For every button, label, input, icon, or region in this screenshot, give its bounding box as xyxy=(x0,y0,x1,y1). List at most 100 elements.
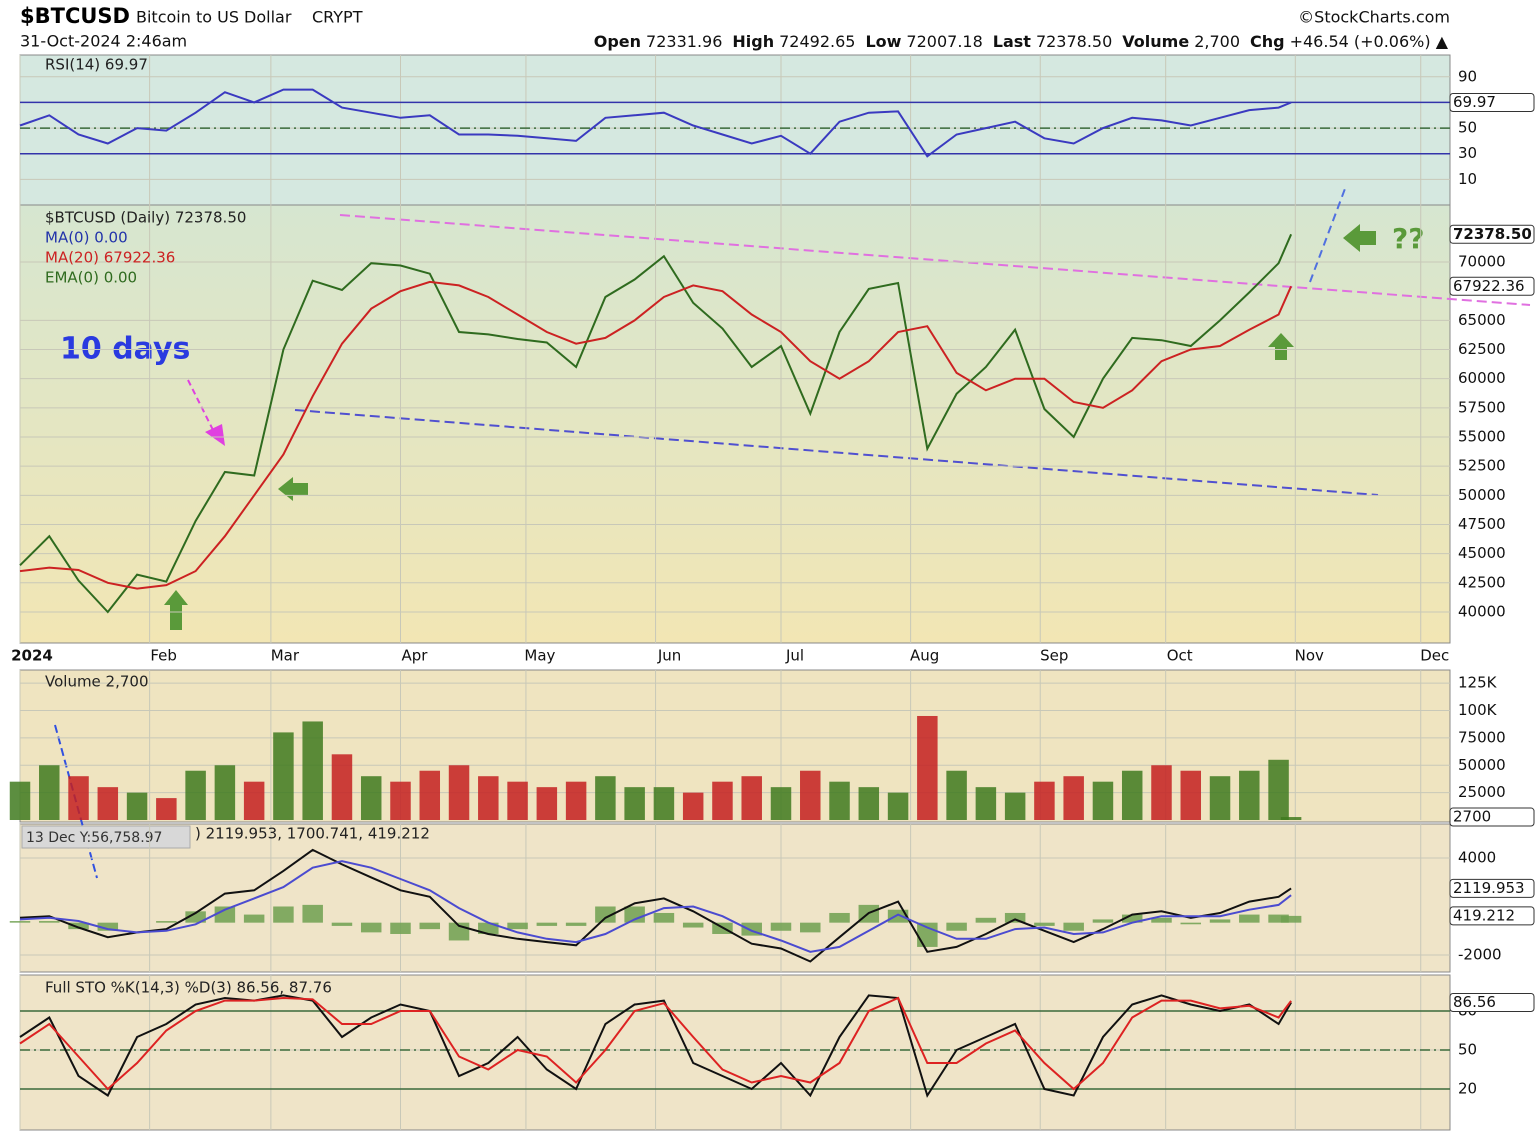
bar xyxy=(243,781,265,820)
bar xyxy=(1268,759,1289,820)
bar xyxy=(595,776,616,820)
bar xyxy=(273,732,294,820)
quote-label: Last xyxy=(993,32,1032,51)
end-label: 2700 xyxy=(1453,808,1491,826)
y-tick-label: 125K xyxy=(1458,674,1498,692)
bar xyxy=(419,922,441,930)
arrow-up xyxy=(1268,333,1294,360)
bar xyxy=(1063,922,1084,931)
quote-value: 72331.96 xyxy=(646,32,722,51)
y-tick-label: 65000 xyxy=(1458,311,1506,329)
x-tick-label: Dec xyxy=(1420,647,1449,665)
bar xyxy=(565,922,587,926)
bar xyxy=(1209,919,1231,923)
end-label: 72378.50 xyxy=(1453,225,1532,243)
bar xyxy=(1034,922,1055,926)
quote-value: 72492.65 xyxy=(779,32,855,51)
bar xyxy=(507,922,528,930)
y-tick-label: 100K xyxy=(1458,701,1498,719)
bar xyxy=(595,906,616,923)
macd-panel xyxy=(19,823,1451,973)
y-tick-label: 47500 xyxy=(1458,515,1506,533)
bar xyxy=(1239,770,1260,820)
end-label: 67922.36 xyxy=(1453,277,1525,295)
bar xyxy=(1121,914,1143,923)
bar xyxy=(507,781,528,820)
price-panel xyxy=(19,204,1451,644)
bar xyxy=(126,792,148,820)
bar xyxy=(214,906,236,923)
crosshair-label: 13 Dec Y:56,758.97 xyxy=(26,830,162,846)
bar xyxy=(302,721,323,820)
bar xyxy=(331,754,353,820)
quote-label: Low xyxy=(865,32,901,51)
projection-line xyxy=(1309,185,1347,283)
legend-entry: $BTCUSD (Daily) 72378.50 xyxy=(45,209,246,227)
bar xyxy=(1180,770,1202,820)
panel-title: RSI(14) 69.97 xyxy=(45,56,148,74)
bar xyxy=(390,922,411,934)
series-line xyxy=(19,996,1292,1091)
quote-label: Volume xyxy=(1122,32,1189,51)
x-tick-label: Aug xyxy=(910,647,939,665)
bar xyxy=(741,776,762,820)
y-tick-label: 4000 xyxy=(1458,848,1496,866)
bar xyxy=(770,922,792,931)
y-tick-label: 40000 xyxy=(1458,602,1506,620)
end-label: 419.212 xyxy=(1453,906,1515,924)
y-tick-label: 70000 xyxy=(1458,253,1506,271)
y-tick-label: 50000 xyxy=(1458,756,1506,774)
bar xyxy=(536,787,558,820)
bar xyxy=(1268,914,1289,923)
quote-value: 72007.18 xyxy=(906,32,982,51)
x-tick-label: Nov xyxy=(1295,647,1324,665)
series-line xyxy=(19,88,1292,158)
x-tick-label: May xyxy=(524,647,555,665)
arrow-left xyxy=(1343,224,1376,252)
bar xyxy=(68,776,89,820)
bar xyxy=(9,921,31,923)
bar xyxy=(331,922,353,926)
bar xyxy=(1092,919,1114,923)
quote-label: Open xyxy=(594,32,641,51)
bar xyxy=(1209,776,1231,820)
quote-value: +46.54 (+0.06%) ▲ xyxy=(1290,32,1449,51)
bar xyxy=(185,911,206,923)
bar xyxy=(536,922,558,926)
bar xyxy=(946,922,967,931)
bar xyxy=(214,765,236,820)
bar xyxy=(39,765,60,820)
x-tick-label: Feb xyxy=(150,647,177,665)
bar xyxy=(917,922,938,947)
bar xyxy=(1063,776,1084,820)
series-line xyxy=(19,860,1292,953)
end-label: 86.56 xyxy=(1453,993,1496,1011)
end-label-box xyxy=(1449,807,1535,827)
bar xyxy=(653,912,675,923)
bar xyxy=(448,765,470,820)
y-tick-label: -2000 xyxy=(1458,946,1502,964)
bar xyxy=(682,922,704,928)
bar xyxy=(887,792,909,820)
y-tick-label: 45000 xyxy=(1458,544,1506,562)
bar xyxy=(712,781,733,820)
bar xyxy=(273,906,294,923)
bar xyxy=(829,781,850,820)
bar xyxy=(770,787,792,820)
bar xyxy=(302,904,323,923)
legend-entry: EMA(0) 0.00 xyxy=(45,269,137,287)
bar xyxy=(975,917,997,923)
bar xyxy=(917,715,938,820)
crosshair-box xyxy=(21,825,191,849)
bar xyxy=(68,922,89,930)
y-tick-label: 57500 xyxy=(1458,398,1506,416)
x-tick-label: Jul xyxy=(785,647,804,665)
bar xyxy=(682,792,704,820)
bar xyxy=(156,798,177,820)
bar xyxy=(156,921,177,923)
bar xyxy=(478,776,499,820)
bar xyxy=(653,787,675,820)
quote-value: 2,700 xyxy=(1194,32,1240,51)
y-tick-label: 30 xyxy=(1458,144,1477,162)
